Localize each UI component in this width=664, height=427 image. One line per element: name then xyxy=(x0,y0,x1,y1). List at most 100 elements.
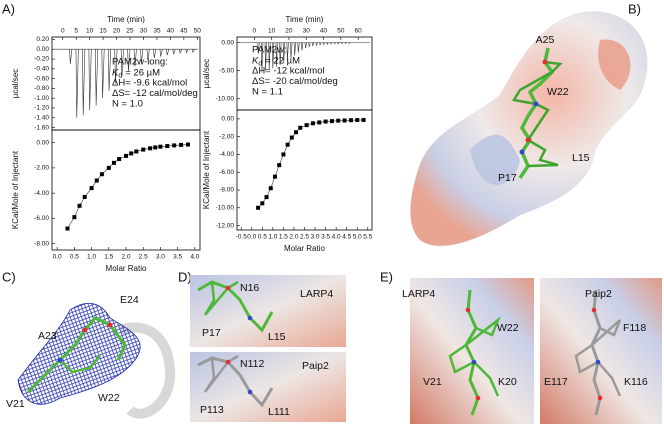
data-point xyxy=(289,135,294,140)
data-point xyxy=(281,152,286,157)
injection-peak xyxy=(101,49,105,99)
y-tick-label: 0.00 xyxy=(36,139,49,146)
x-tick-label: 1.0 xyxy=(268,234,277,241)
injection-peak xyxy=(127,49,131,72)
data-point xyxy=(158,144,163,149)
y-tick-label: -5.00 xyxy=(219,67,234,74)
injection-peak xyxy=(178,49,182,55)
y-tick-label: -4.00 xyxy=(34,190,49,197)
data-point xyxy=(336,118,341,123)
data-point xyxy=(329,119,334,124)
residue-label: L15 xyxy=(268,331,286,343)
residue-label: L111 xyxy=(268,406,290,418)
injection-peak xyxy=(146,49,150,61)
data-point xyxy=(129,151,134,156)
injection-peak xyxy=(286,42,289,61)
data-point xyxy=(264,195,269,200)
panel-label: C) xyxy=(2,269,16,284)
data-point xyxy=(277,163,282,168)
x-tick-label: 2.0 xyxy=(289,234,298,241)
annotation: Kd = 22 µM xyxy=(252,55,300,67)
injection-peak xyxy=(319,42,322,46)
x-tick-label: 3.5 xyxy=(321,234,330,241)
residue-label: L15 xyxy=(572,152,590,164)
data-point xyxy=(99,172,104,177)
panel-label: E) xyxy=(380,269,393,284)
x-tick-label: 10 xyxy=(268,28,276,35)
annotation: Kd = 26 µM xyxy=(112,67,160,79)
y-axis-label: µcal/sec xyxy=(202,59,211,89)
x-axis-label: Molar Ratio xyxy=(284,244,325,253)
injection-peak xyxy=(290,42,293,59)
injection-peak xyxy=(301,42,304,51)
injection-peak xyxy=(172,49,176,55)
y-tick-label: -1.00 xyxy=(34,95,49,102)
residue-label: Paip2 xyxy=(302,360,329,372)
data-point xyxy=(256,205,261,210)
x-tick-label: 60 xyxy=(355,28,363,35)
residue-label: V21 xyxy=(6,398,25,410)
data-point xyxy=(317,120,322,125)
data-point xyxy=(82,194,87,199)
y-tick-label: -1.40 xyxy=(34,114,49,121)
annotation: ΔH= -12 kcal/mol xyxy=(252,66,325,77)
injection-peak xyxy=(348,42,351,44)
y-tick-label: -10.00 xyxy=(216,95,235,102)
residue-label: P17 xyxy=(498,172,517,184)
y-axis-label: KCal/Mole of Injectant xyxy=(202,130,211,209)
injection-peak xyxy=(311,42,315,47)
data-point xyxy=(111,160,116,165)
injection-peak xyxy=(114,49,118,84)
injection-peak xyxy=(279,42,282,66)
data-point xyxy=(94,178,99,183)
data-point xyxy=(361,117,366,122)
x-tick-label: 20 xyxy=(113,28,121,35)
injection-peak xyxy=(95,49,99,106)
x-tick-label: 5 xyxy=(74,28,78,35)
data-point xyxy=(77,203,82,208)
data-point xyxy=(153,145,158,150)
x-tick-label: 5.5 xyxy=(363,234,372,241)
injection-peak xyxy=(282,42,286,63)
x-tick-label: 30 xyxy=(140,28,148,35)
injection-peak xyxy=(166,49,170,56)
data-point xyxy=(141,147,146,152)
x-tick-label: 1.0 xyxy=(87,254,96,261)
y-tick-label: -6.00 xyxy=(219,169,234,176)
x-tick-label: 45 xyxy=(180,28,188,35)
data-point xyxy=(355,118,360,123)
data-point xyxy=(310,121,315,126)
y-tick-label: -12.00 xyxy=(216,222,235,229)
residue-label: K20 xyxy=(498,376,517,388)
x-tick-label: 1.5 xyxy=(104,254,113,261)
x-tick-label: 2.5 xyxy=(139,254,148,261)
y-tick-label: -0.20 xyxy=(34,56,49,63)
data-point xyxy=(65,226,70,231)
injection-peak xyxy=(337,42,340,45)
injection-peak xyxy=(272,42,275,69)
injection-peak xyxy=(293,42,296,56)
data-point xyxy=(260,201,265,206)
x-tick-label: 3.5 xyxy=(173,254,182,261)
data-point xyxy=(134,149,139,154)
injection-peak xyxy=(304,42,307,49)
annotation-text: = 26 µM xyxy=(125,67,160,78)
injection-peak xyxy=(261,42,264,73)
data-point xyxy=(106,165,111,170)
x-axis-label: Time (min) xyxy=(286,15,324,24)
panel-c-image xyxy=(17,302,176,419)
data-point xyxy=(89,186,94,191)
x-tick-label: 4.5 xyxy=(342,234,351,241)
residue-label: N112 xyxy=(240,358,264,370)
fit-line xyxy=(257,119,364,208)
panel-d-image xyxy=(190,275,346,422)
x-tick-label: 20 xyxy=(285,28,293,35)
x-tick-label: 0.0 xyxy=(53,254,62,261)
x-tick-label: -0.5 xyxy=(236,234,248,241)
x-tick-label: 4.0 xyxy=(190,254,199,261)
injection-peak xyxy=(159,49,163,57)
annotation: ΔS= -12 cal/mol/deg xyxy=(112,88,198,99)
x-tick-label: 0 xyxy=(252,28,256,35)
annotation: N = 1.1 xyxy=(252,87,283,98)
